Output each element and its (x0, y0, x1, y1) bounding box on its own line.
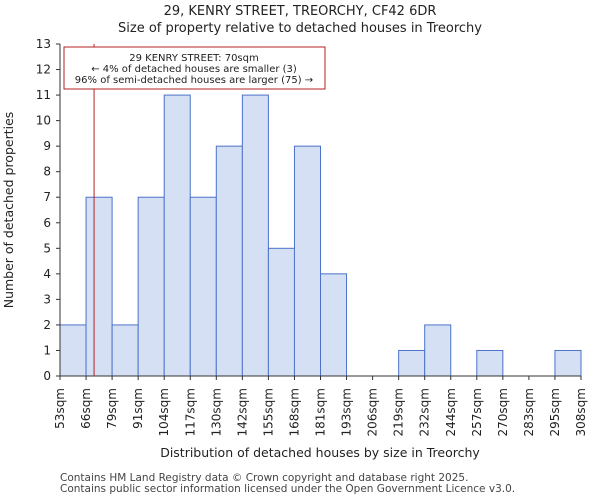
x-tick-label: 283sqm (522, 388, 536, 436)
x-tick-label: 91sqm (131, 388, 145, 429)
x-tick-label: 142sqm (235, 388, 249, 436)
x-tick-label: 193sqm (340, 388, 354, 436)
x-tick-label: 104sqm (157, 388, 171, 436)
footer-line-2: Contains public sector information licen… (60, 483, 516, 495)
x-tick-label: 244sqm (444, 388, 458, 436)
bar-295sqm (554, 349, 582, 377)
chart-title: 29, KENRY STREET, TREORCHY, CF42 6DR (163, 4, 437, 19)
bar-104sqm (163, 94, 191, 377)
y-tick-label: 1 (43, 343, 51, 357)
y-tick-label: 0 (43, 369, 51, 383)
bar-66sqm (85, 196, 113, 377)
x-axis-label: Distribution of detached houses by size … (160, 445, 480, 460)
chart-subtitle: Size of property relative to detached ho… (118, 21, 482, 36)
annotation-box: 29 KENRY STREET: 70sqm ← 4% of detached … (63, 46, 326, 90)
x-tick-labels: 53sqm 66sqm 79sqm 91sqm 104sqm 117sqm 130sqm 14… (53, 376, 588, 436)
y-axis-label: Number of detached properties (1, 112, 16, 309)
bar-232sqm (424, 324, 452, 377)
x-tick-label: 257sqm (470, 388, 484, 436)
x-tick-label: 232sqm (418, 388, 432, 436)
annotation-line-1: 29 KENRY STREET: 70sqm (129, 53, 258, 64)
bar-181sqm (320, 273, 348, 377)
bar-219sqm (398, 349, 426, 377)
y-tick-label: 7 (43, 190, 51, 204)
bar-117sqm (189, 196, 217, 377)
y-tick-label: 4 (43, 267, 51, 281)
y-tick-label: 10 (36, 114, 51, 128)
y-tick-label: 6 (43, 216, 51, 230)
x-tick-label: 155sqm (261, 388, 275, 436)
y-tick-label: 2 (43, 318, 51, 332)
x-tick-label: 219sqm (392, 388, 406, 436)
y-tick-label: 3 (43, 292, 51, 306)
y-tick-label: 13 (36, 37, 51, 51)
histogram-chart: 53sqm 66sqm 79sqm 91sqm 104sqm 117sqm 130sqm 14… (1, 37, 588, 460)
x-tick-label: 270sqm (496, 388, 510, 436)
y-tick-label: 11 (36, 88, 51, 102)
bars-group (59, 94, 582, 377)
footer-line-1: Contains HM Land Registry data © Crown c… (60, 472, 469, 484)
bar-168sqm (293, 145, 322, 377)
y-tick-label: 8 (43, 165, 51, 179)
bar-130sqm (215, 145, 243, 377)
x-tick-label: 168sqm (287, 388, 301, 436)
x-tick-label: 130sqm (209, 388, 223, 436)
bar-53sqm (59, 324, 87, 377)
x-tick-label: 66sqm (79, 388, 93, 429)
x-tick-label: 181sqm (314, 388, 328, 436)
y-tick-label: 9 (43, 139, 51, 153)
bar-142sqm (241, 94, 269, 377)
y-tick-label: 5 (43, 241, 51, 255)
x-tick-label: 53sqm (53, 388, 67, 429)
bar-155sqm (267, 247, 295, 377)
x-tick-label: 117sqm (183, 388, 197, 436)
x-tick-label: 308sqm (574, 388, 588, 436)
bar-79sqm (111, 324, 139, 377)
x-tick-label: 295sqm (548, 388, 562, 436)
bar-91sqm (137, 196, 165, 377)
x-tick-label: 206sqm (366, 388, 380, 436)
x-tick-label: 79sqm (105, 388, 119, 429)
annotation-line-2: ← 4% of detached houses are smaller (3) (91, 64, 297, 75)
bar-257sqm (476, 349, 504, 377)
y-tick-label: 12 (36, 63, 51, 77)
annotation-line-3: 96% of semi-detached houses are larger (… (75, 75, 313, 86)
